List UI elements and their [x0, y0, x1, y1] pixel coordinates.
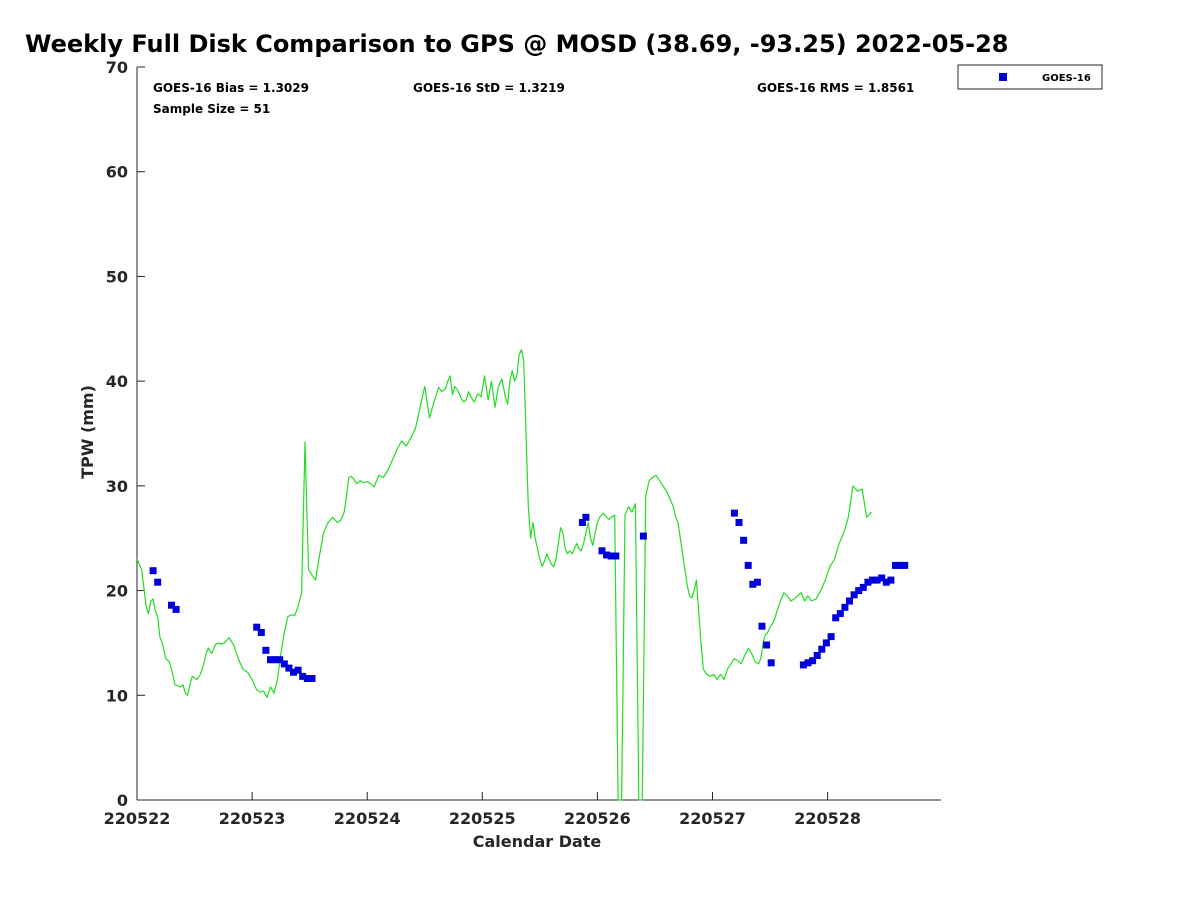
goes-point [294, 666, 302, 674]
goes-point [607, 552, 615, 560]
goes-point [154, 578, 162, 586]
goes-point [735, 519, 743, 526]
goes-point [578, 519, 586, 526]
goes-point [280, 660, 288, 668]
goes-point [603, 551, 611, 559]
y-tick-label: 60 [106, 163, 128, 182]
goes-point [299, 672, 307, 680]
goes-point [172, 605, 180, 613]
y-tick-label: 70 [106, 58, 128, 77]
goes-point [763, 641, 771, 649]
legend-label: GOES-16 [1042, 73, 1091, 84]
goes-point [285, 664, 293, 672]
x-tick-label: 220528 [794, 809, 861, 828]
rms-stat: GOES-16 RMS = 1.8561 [757, 81, 914, 95]
gps-series [136, 349, 872, 801]
y-tick-label: 20 [106, 582, 128, 601]
goes-point [859, 583, 867, 591]
sample-size-stat: Sample Size = 51 [153, 102, 270, 116]
goes-point [753, 578, 761, 586]
goes-point [730, 509, 738, 517]
goes-point [582, 513, 590, 521]
axes: 0 10 20 30 40 50 60 70 220522 220523 220524 220525 2… [104, 58, 941, 828]
x-tick-label: 220522 [104, 809, 171, 828]
goes-point [149, 567, 157, 575]
goes-point [855, 587, 863, 595]
gps-line [136, 349, 872, 801]
goes-point [869, 576, 876, 584]
y-tick-label: 30 [106, 477, 128, 496]
legend-box [957, 64, 1103, 90]
std-stat: GOES-16 StD = 1.3219 [413, 81, 565, 95]
goes-point [290, 668, 297, 676]
goes-point [168, 601, 175, 609]
goes-point [639, 532, 647, 540]
legend: GOES-16 [957, 64, 1103, 90]
x-tick-label: 220524 [334, 809, 401, 828]
goes-point [271, 656, 279, 664]
x-tick-label: 220523 [219, 809, 286, 828]
goes-point [813, 652, 821, 659]
goes-point [827, 633, 835, 641]
goes-point [822, 639, 830, 647]
goes-point [878, 574, 886, 582]
x-tick-label: 220525 [449, 809, 516, 828]
goes-point [740, 536, 748, 544]
y-tick-label: 50 [106, 267, 128, 286]
goes-point [846, 597, 853, 605]
goes-point [767, 659, 775, 667]
goes-point [744, 561, 752, 569]
bias-stat: GOES-16 Bias = 1.3029 [153, 81, 309, 95]
goes-point [892, 561, 899, 569]
goes-point [303, 675, 311, 682]
goes-series [149, 509, 909, 682]
goes-point [257, 629, 265, 636]
goes-point [873, 576, 881, 584]
goes-point [809, 657, 817, 665]
goes-point [832, 614, 840, 622]
goes-point [864, 578, 872, 586]
goes-point [612, 552, 620, 560]
goes-point [818, 645, 826, 653]
goes-point [841, 603, 849, 611]
x-tick-label: 220527 [679, 809, 746, 828]
goes-point [896, 561, 904, 569]
y-tick-label: 10 [106, 686, 128, 705]
y-tick-label: 40 [106, 372, 128, 391]
goes-point [308, 675, 316, 682]
y-axis-title: TPW (mm) [78, 385, 97, 479]
x-tick-label: 220526 [564, 809, 631, 828]
goes-point [799, 661, 807, 669]
goes-point [804, 659, 812, 667]
goes-point [749, 580, 757, 588]
goes-point [267, 656, 274, 664]
goes-point [882, 578, 890, 586]
y-tick-label: 0 [117, 791, 128, 810]
goes-point [598, 547, 606, 555]
goes-point [758, 622, 766, 630]
chart-title: Weekly Full Disk Comparison to GPS @ MOS… [25, 30, 1009, 58]
x-axis-title: Calendar Date [473, 832, 602, 851]
goes-point [253, 623, 261, 631]
goes-point [836, 610, 844, 618]
goes-point [262, 646, 270, 654]
goes-point [850, 591, 858, 599]
legend-marker [999, 73, 1007, 81]
goes-point [276, 656, 284, 664]
goes-point [887, 576, 895, 584]
goes-point [901, 561, 909, 569]
